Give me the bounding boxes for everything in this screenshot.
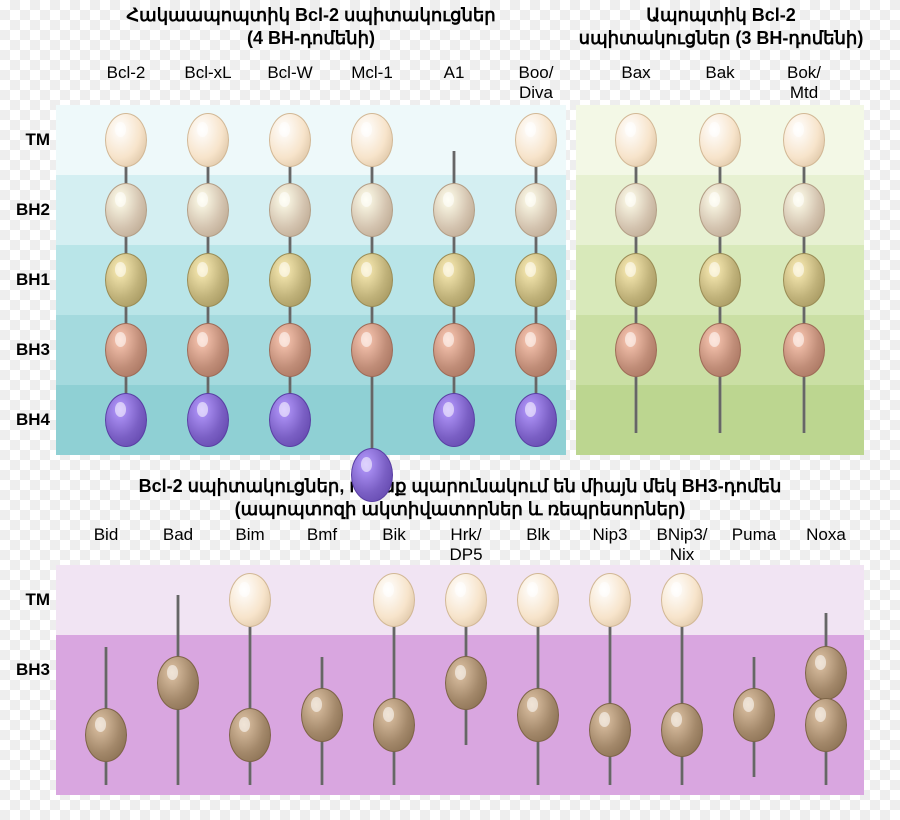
domain-bh3	[351, 323, 393, 377]
protein-label: Bad	[163, 525, 193, 545]
row-label-bh4: BH4	[6, 410, 50, 430]
domain-bh2	[615, 183, 657, 237]
domain-bh1	[269, 253, 311, 307]
protein-label: Boo/Diva	[519, 63, 554, 103]
domain-bh4	[433, 393, 475, 447]
domain-bh4	[105, 393, 147, 447]
domain-tm	[269, 113, 311, 167]
domain-bh3	[615, 323, 657, 377]
domain-bh3b	[445, 656, 487, 710]
domain-tm	[373, 573, 415, 627]
title-bh3only: Bcl-2 սպիտակուցներ, որոնք պարունակում են…	[56, 475, 864, 520]
panel-proapoptotic	[576, 105, 864, 455]
domain-bh2	[105, 183, 147, 237]
domain-bh1	[433, 253, 475, 307]
domain-bh1	[351, 253, 393, 307]
row-label-bh2: BH2	[6, 200, 50, 220]
domain-bh1	[699, 253, 741, 307]
domain-bh3	[269, 323, 311, 377]
row-label-tm: TM	[6, 130, 50, 150]
protein-label: Bmf	[307, 525, 337, 545]
title-anti: Հակաապոպտիկ Bcl-2 սպիտակուցներ(4 BH-դոմե…	[56, 4, 566, 49]
domain-bh3b	[229, 708, 271, 762]
protein-label: Bok/Mtd	[787, 63, 821, 103]
domain-bh3b	[589, 703, 631, 757]
domain-bh3	[699, 323, 741, 377]
protein-label: Bcl-2	[107, 63, 146, 83]
domain-tm	[351, 113, 393, 167]
domain-bh4	[351, 448, 393, 502]
domain-bh4	[515, 393, 557, 447]
domain-tm	[229, 573, 271, 627]
domain-bh3b	[301, 688, 343, 742]
domain-bh1	[783, 253, 825, 307]
protein-label: Puma	[732, 525, 776, 545]
protein-label: BNip3/Nix	[656, 525, 707, 565]
domain-tm	[515, 113, 557, 167]
domain-bh2	[433, 183, 475, 237]
row-label-bh3: BH3	[6, 340, 50, 360]
domain-tm	[783, 113, 825, 167]
row-label-bh1: BH1	[6, 270, 50, 290]
domain-bh1	[515, 253, 557, 307]
domain-bh2	[269, 183, 311, 237]
domain-bh2	[783, 183, 825, 237]
row-label-bh3: BH3	[6, 660, 50, 680]
protein-label: Bim	[235, 525, 264, 545]
domain-tm	[699, 113, 741, 167]
protein-label: Blk	[526, 525, 550, 545]
protein-label: Bcl-W	[267, 63, 312, 83]
domain-bh1	[187, 253, 229, 307]
domain-tm	[517, 573, 559, 627]
protein-label: Mcl-1	[351, 63, 393, 83]
domain-bh4	[269, 393, 311, 447]
domain-bh3	[433, 323, 475, 377]
domain-bh2	[515, 183, 557, 237]
protein-label: Bak	[705, 63, 734, 83]
domain-bh3b	[373, 698, 415, 752]
domain-bh1	[615, 253, 657, 307]
domain-bh3	[515, 323, 557, 377]
domain-tm	[589, 573, 631, 627]
domain-tm	[445, 573, 487, 627]
domain-bh1	[105, 253, 147, 307]
domain-bh2	[351, 183, 393, 237]
domain-bh3	[783, 323, 825, 377]
domain-bh3b	[85, 708, 127, 762]
domain-bh2	[699, 183, 741, 237]
domain-tm	[661, 573, 703, 627]
domain-bh2	[187, 183, 229, 237]
domain-tm	[105, 113, 147, 167]
protein-label: Bcl-xL	[184, 63, 231, 83]
domain-bh3	[105, 323, 147, 377]
domain-bh3b	[805, 698, 847, 752]
domain-bh3b	[661, 703, 703, 757]
panel-bh3-only	[56, 565, 864, 795]
row-label-tm: TM	[6, 590, 50, 610]
domain-bh3b	[805, 646, 847, 700]
protein-label: Bik	[382, 525, 406, 545]
title-pro: Ապոպտիկ Bcl-2սպիտակուցներ (3 BH-դոմենի)	[576, 4, 866, 49]
domain-tm	[615, 113, 657, 167]
domain-bh4	[187, 393, 229, 447]
domain-bh3b	[517, 688, 559, 742]
panel-antiapoptotic	[56, 105, 566, 455]
protein-label: Hrk/DP5	[449, 525, 482, 565]
protein-label: Noxa	[806, 525, 846, 545]
protein-label: Nip3	[593, 525, 628, 545]
domain-tm	[187, 113, 229, 167]
protein-label: Bid	[94, 525, 119, 545]
protein-label: A1	[444, 63, 465, 83]
domain-bh3b	[733, 688, 775, 742]
domain-bh3b	[157, 656, 199, 710]
protein-label: Bax	[621, 63, 650, 83]
domain-bh3	[187, 323, 229, 377]
